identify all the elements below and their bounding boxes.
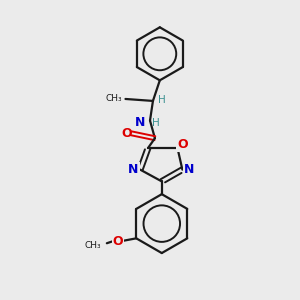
Text: H: H (152, 118, 160, 128)
Text: N: N (184, 163, 194, 176)
Text: N: N (128, 163, 139, 176)
Text: CH₃: CH₃ (106, 94, 122, 103)
Text: CH₃: CH₃ (84, 241, 101, 250)
Text: H: H (158, 95, 166, 105)
Text: O: O (112, 235, 123, 248)
Text: O: O (177, 138, 188, 151)
Text: O: O (121, 127, 132, 140)
Text: N: N (135, 116, 145, 129)
